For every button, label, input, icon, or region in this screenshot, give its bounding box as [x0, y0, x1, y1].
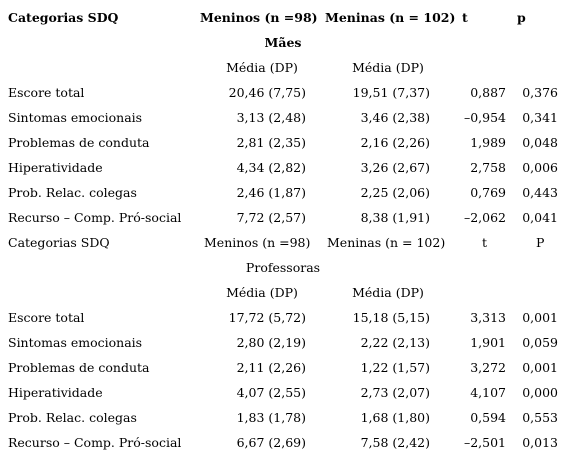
row-label: Sintomas emocionais: [8, 110, 143, 125]
cell: 4,107: [470, 385, 506, 400]
row-label: Escore total: [8, 310, 85, 325]
cell: 0,006: [522, 160, 558, 175]
cell: 19,51 (7,37): [352, 85, 430, 100]
column-header: p: [517, 10, 526, 25]
column-header: t: [462, 10, 468, 25]
cell: 2,80 (2,19): [236, 335, 306, 350]
cell: 3,313: [470, 310, 506, 325]
cell: 1,22 (1,57): [360, 360, 430, 375]
row-label: Sintomas emocionais: [8, 335, 143, 350]
column-header: Meninos (n =98): [200, 10, 318, 25]
cell: 0,059: [522, 335, 558, 350]
cell: 1,68 (1,80): [360, 410, 430, 425]
cell: 4,34 (2,82): [236, 160, 306, 175]
cell: 0,041: [522, 210, 558, 225]
cell: 15,18 (5,15): [352, 310, 430, 325]
stat-label: Média (DP): [352, 60, 424, 75]
column-header: Categorias SDQ: [8, 10, 119, 25]
column-header: t: [482, 235, 488, 250]
cell: 0,553: [522, 410, 558, 425]
cell: 2,11 (2,26): [236, 360, 306, 375]
cell: 1,901: [470, 335, 506, 350]
cell: 20,46 (7,75): [228, 85, 306, 100]
column-header: Meninos (n =98): [204, 235, 311, 250]
row-label: Prob. Relac. colegas: [8, 410, 137, 425]
cell: 8,38 (1,91): [360, 210, 430, 225]
cell: 2,25 (2,06): [360, 185, 430, 200]
cell: 0,001: [522, 310, 558, 325]
cell: 3,13 (2,48): [236, 110, 306, 125]
column-header: Meninas (n = 102): [325, 10, 456, 25]
column-header: Meninas (n = 102): [327, 235, 446, 250]
cell: 0,376: [522, 85, 558, 100]
stat-label: Média (DP): [226, 60, 298, 75]
cell: 0,048: [522, 135, 558, 150]
stat-label: Média (DP): [352, 285, 424, 300]
cell: 0,000: [522, 385, 558, 400]
cell: 6,67 (2,69): [236, 435, 306, 450]
cell: 2,22 (2,13): [360, 335, 430, 350]
cell: 0,887: [470, 85, 506, 100]
row-label: Prob. Relac. colegas: [8, 185, 137, 200]
row-label: Hiperatividade: [8, 160, 103, 175]
row-label: Recurso – Comp. Pró-social: [8, 435, 182, 450]
cell: 0,001: [522, 360, 558, 375]
cell: 0,769: [470, 185, 506, 200]
cell: 4,07 (2,55): [236, 385, 306, 400]
cell: 1,83 (1,78): [236, 410, 306, 425]
column-header: P: [536, 235, 545, 250]
cell: 0,443: [522, 185, 558, 200]
cell: –0,954: [463, 110, 506, 125]
group-label: Mães: [264, 35, 302, 50]
cell: 0,341: [522, 110, 558, 125]
group-label: Professoras: [245, 260, 321, 275]
cell: 3,46 (2,38): [360, 110, 430, 125]
cell: –2,501: [463, 435, 506, 450]
stat-label: Média (DP): [226, 285, 298, 300]
row-label: Problemas de conduta: [8, 135, 150, 150]
cell: 3,26 (2,67): [360, 160, 430, 175]
row-label: Hiperatividade: [8, 385, 103, 400]
cell: 2,758: [470, 160, 506, 175]
cell: 7,58 (2,42): [360, 435, 430, 450]
row-label: Recurso – Comp. Pró-social: [8, 210, 182, 225]
column-header: Categorias SDQ: [8, 235, 110, 250]
cell: 17,72 (5,72): [228, 310, 306, 325]
cell: 1,989: [470, 135, 506, 150]
cell: 3,272: [470, 360, 506, 375]
row-label: Problemas de conduta: [8, 360, 150, 375]
cell: 2,16 (2,26): [360, 135, 430, 150]
cell: –2,062: [463, 210, 506, 225]
cell: 2,73 (2,07): [360, 385, 430, 400]
row-label: Escore total: [8, 85, 85, 100]
cell: 0,013: [522, 435, 558, 450]
cell: 2,46 (1,87): [236, 185, 306, 200]
cell: 0,594: [470, 410, 506, 425]
cell: 7,72 (2,57): [236, 210, 306, 225]
cell: 2,81 (2,35): [236, 135, 306, 150]
